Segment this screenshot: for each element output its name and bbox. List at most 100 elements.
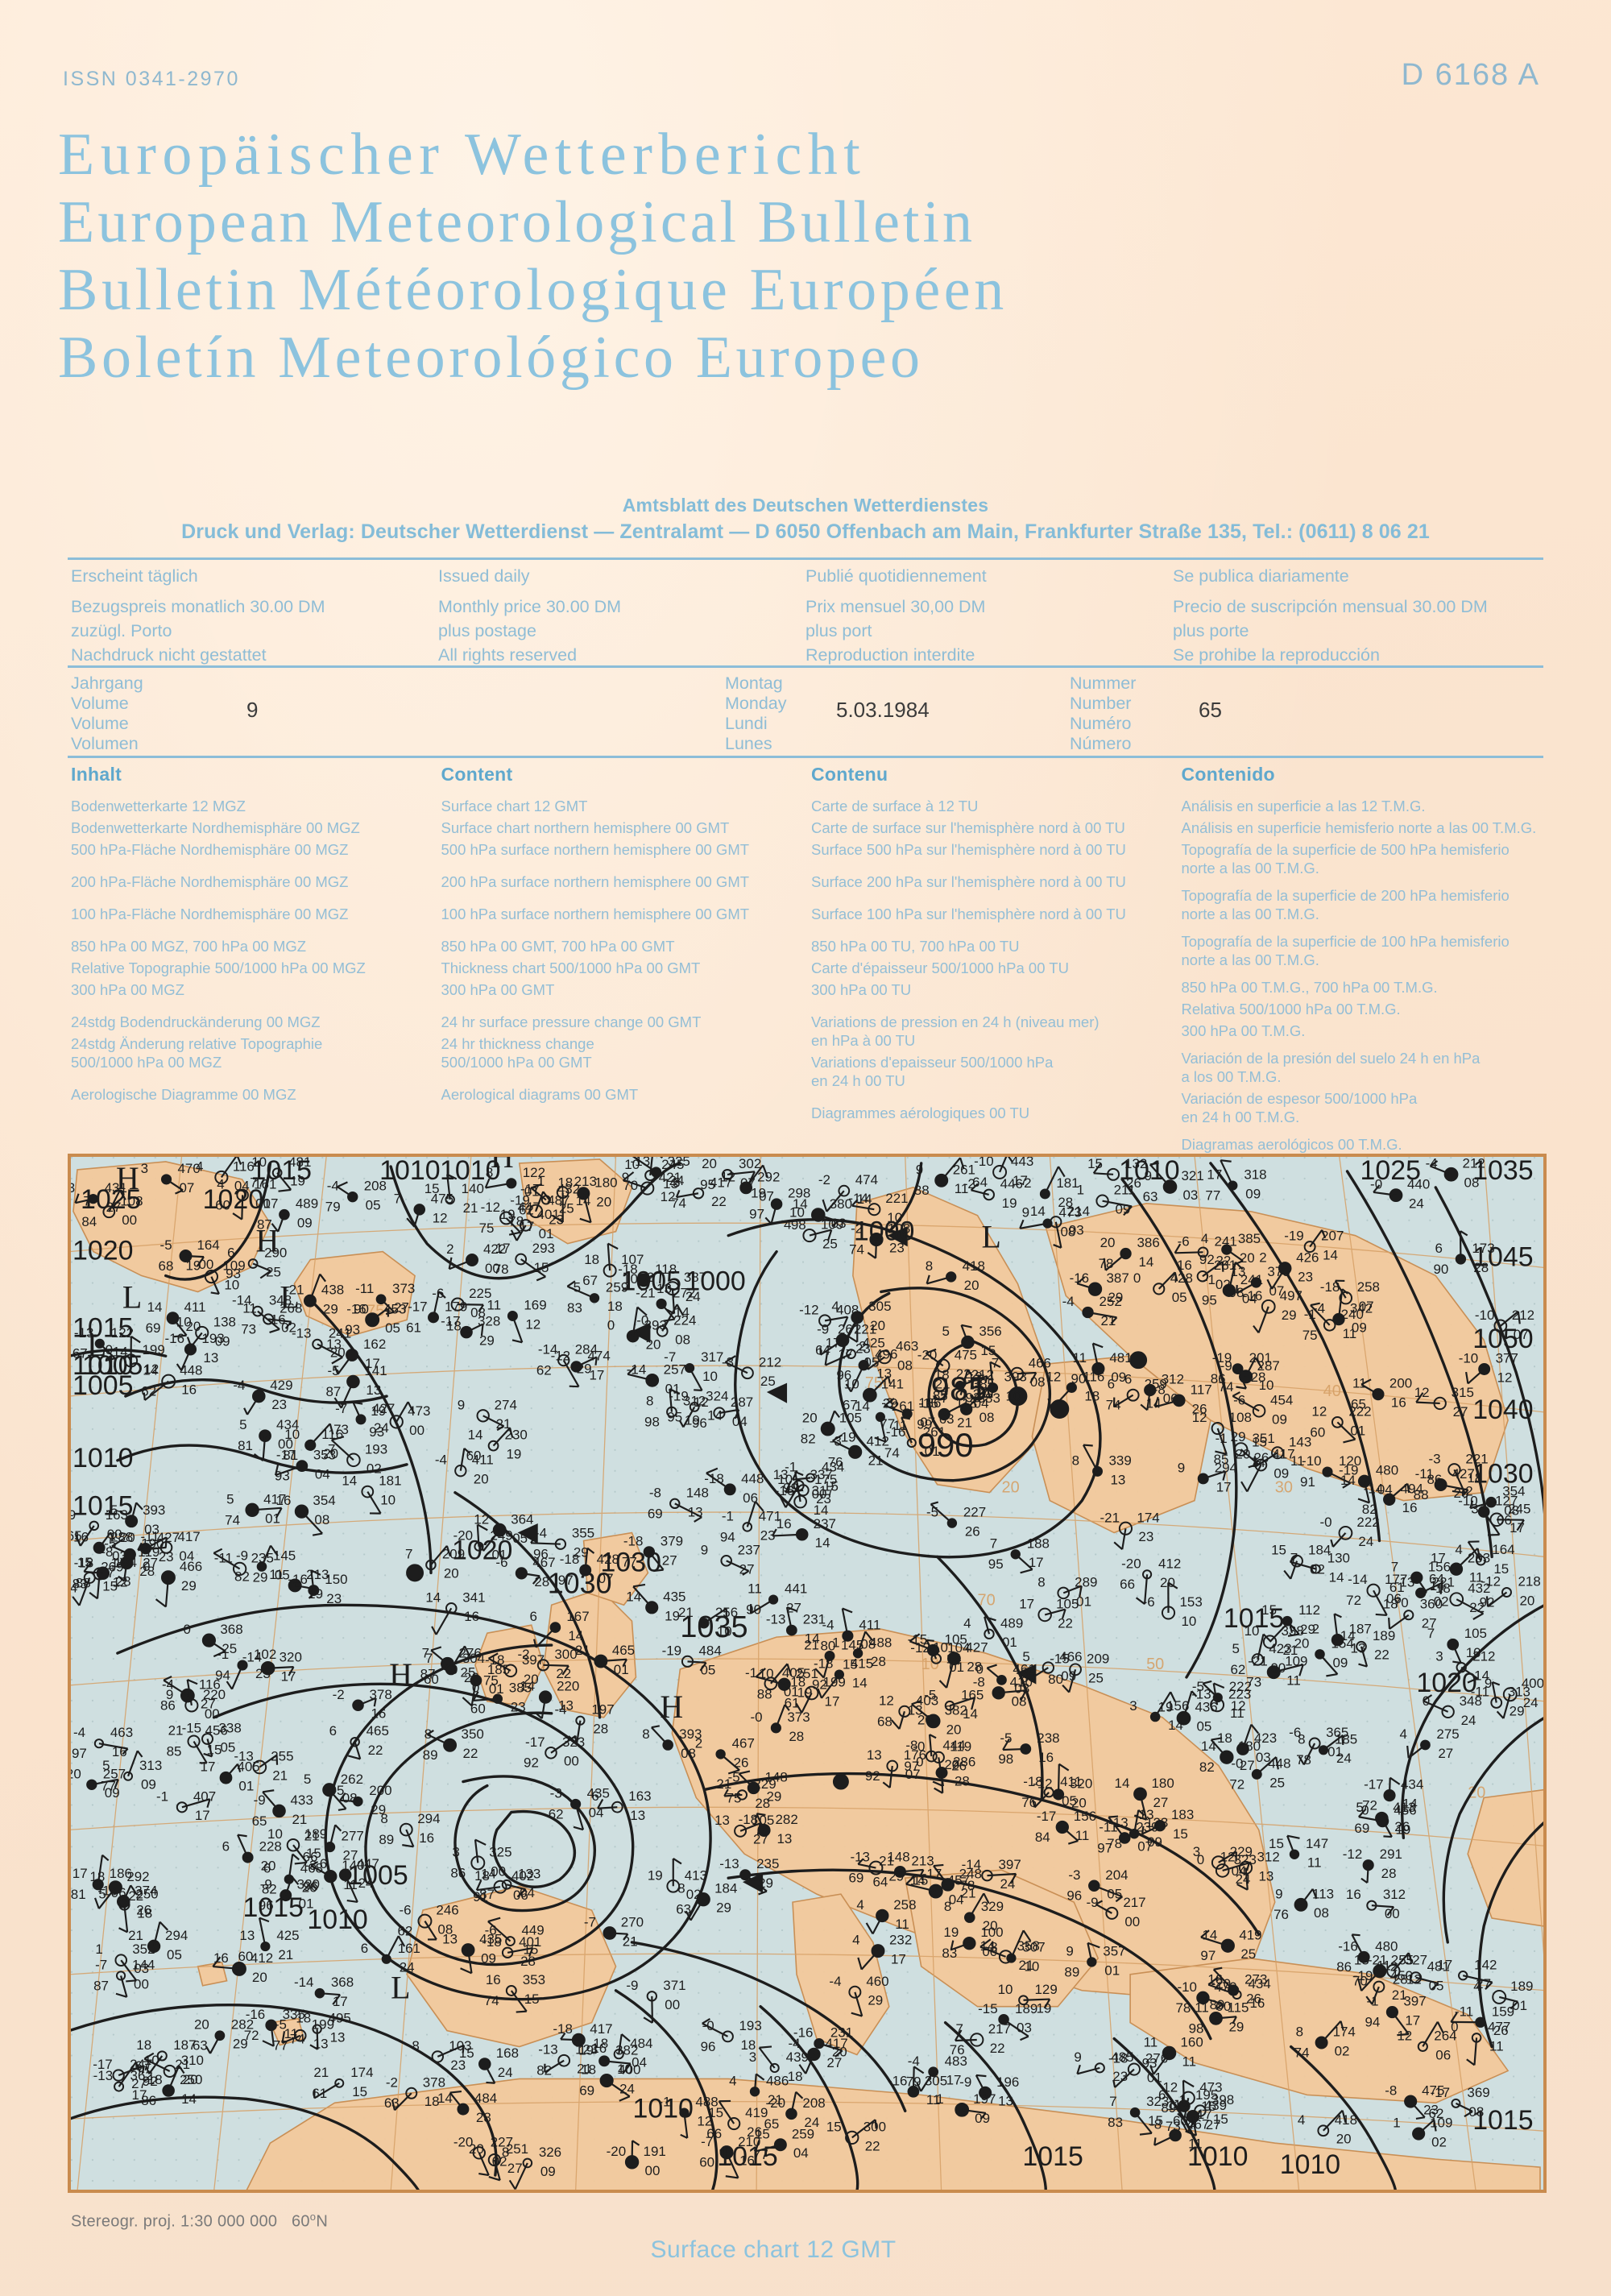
- station-value: 353: [523, 1972, 545, 1987]
- station-value: 16: [777, 1516, 792, 1531]
- surface-chart-map[interactable]: 75 75 40 20 30 70 10 50 20: [68, 1154, 1547, 2193]
- station-value: 398: [1211, 2092, 1234, 2107]
- station-value: 435: [479, 1932, 502, 1947]
- station-value: 193: [739, 2018, 761, 2033]
- wind-barb-feather: [831, 1221, 839, 1228]
- number-label-fr: Numéro: [1070, 714, 1132, 733]
- station-value: 212: [759, 1354, 781, 1370]
- station-value: 14: [855, 1399, 870, 1414]
- station-value: 10: [1024, 1959, 1039, 1975]
- wind-barb-feather: [755, 1668, 766, 1678]
- contents-heading-de: Inhalt: [71, 764, 122, 785]
- station-value: 08: [314, 1512, 329, 1527]
- wind-barb-feather: [594, 1357, 598, 1366]
- wind-barb: [901, 1416, 913, 1444]
- wind-barb-feather: [178, 2065, 185, 2074]
- station-value: 9: [1074, 2049, 1081, 2065]
- station-value: 76: [1021, 1795, 1037, 1810]
- station-value: -13: [766, 1612, 785, 1627]
- station-value: 00: [198, 1257, 213, 1272]
- station-value: 190: [141, 1536, 164, 1552]
- station-value: 75: [1302, 1328, 1318, 1343]
- wind-barb-feather: [573, 1826, 584, 1831]
- station-value: 14: [342, 1473, 357, 1489]
- station-symbol: [176, 1801, 188, 1813]
- station-value: 27: [143, 1556, 158, 1571]
- isobar-label: 1020: [72, 1236, 133, 1266]
- station-value: 11: [1286, 1673, 1301, 1689]
- wind-barb: [172, 1317, 188, 1337]
- station-value: 189: [1373, 1628, 1395, 1643]
- station-value: 11: [926, 2092, 941, 2107]
- isobar-label-990: 990: [917, 1426, 974, 1464]
- wind-barb-feather: [623, 1933, 629, 1941]
- station-value: 456: [205, 1723, 228, 1739]
- station-symbol: [413, 1204, 426, 1216]
- station-symbol: [501, 1946, 514, 1958]
- station-value: 17: [1019, 1596, 1034, 1611]
- station-value: -10: [974, 1155, 993, 1169]
- wind-barb-feather: [1043, 1998, 1051, 2009]
- wind-barb: [600, 1658, 627, 1663]
- station-value: 6: [1158, 2087, 1166, 2103]
- station-value: -3: [1068, 1867, 1080, 1883]
- station-value: 318: [1244, 1167, 1266, 1183]
- station-value: 444: [942, 1738, 965, 1753]
- station-value: 1: [537, 1174, 545, 1189]
- wind-barb: [354, 1741, 362, 1759]
- station-value: 03: [831, 1216, 847, 1231]
- wind-barb: [213, 1965, 240, 1971]
- station-symbol: [1118, 1521, 1133, 1536]
- station-value: -4: [1426, 1156, 1438, 1171]
- wind-barb-feather: [155, 1598, 167, 1608]
- station-value: 286: [953, 1755, 975, 1770]
- station-value: 14: [520, 1679, 535, 1694]
- station-value: 4: [831, 1299, 839, 1314]
- station-value: 177: [1385, 1572, 1407, 1587]
- isobar-label: 1005: [347, 1860, 408, 1891]
- station-value: 12: [879, 1693, 894, 1708]
- station-value: -6: [1178, 1233, 1190, 1249]
- contents-heading-fr: Contenu: [811, 764, 888, 785]
- station-value: 17: [1405, 2013, 1420, 2029]
- contents-item: 100 hPa-Fläche Nordhemisphäre 00 MGZ: [71, 906, 349, 922]
- station-symbol: [1149, 1711, 1161, 1722]
- station-value: 231: [830, 2025, 853, 2041]
- station-value: -17: [525, 1734, 545, 1750]
- station-value: 02: [1335, 2043, 1350, 2058]
- station-value: 07: [905, 1767, 921, 1782]
- station-value: 261: [923, 1424, 946, 1440]
- station-value: 26: [1253, 1450, 1269, 1465]
- station-value: -9: [236, 1548, 248, 1564]
- station-value: 11: [1188, 2136, 1203, 2151]
- station-value: 00: [982, 1944, 997, 1959]
- station-value: 96: [692, 1415, 707, 1431]
- station-value: 23: [326, 1591, 342, 1606]
- wind-barb-feather: [754, 1501, 764, 1512]
- station-value: 68: [877, 1714, 892, 1729]
- station-value: 21: [313, 2065, 329, 2080]
- station-value: 428: [597, 1552, 619, 1567]
- station-value: 27: [131, 2076, 147, 2091]
- station-value: 70: [1394, 1595, 1409, 1610]
- wind-barb-feather: [163, 1675, 172, 1681]
- station-value: 7: [1109, 2094, 1116, 2109]
- volume-label-fr: Volume: [71, 714, 129, 733]
- contents-item: 500 hPa surface northern hemisphere 00 G…: [441, 841, 750, 858]
- station-value: 235: [251, 1550, 274, 1565]
- wind-barb: [597, 1806, 618, 1809]
- station-value: 24: [1409, 1196, 1424, 1212]
- station-value: 12: [525, 1316, 540, 1332]
- station-value: 338: [1282, 1623, 1304, 1639]
- station-value: 14: [626, 1589, 641, 1604]
- wind-barb: [405, 1829, 415, 1847]
- station-value: 11: [748, 1581, 762, 1597]
- station-value: 18: [788, 2069, 803, 2084]
- wind-barb-feather: [874, 1436, 886, 1443]
- station-value: 473: [1059, 1205, 1082, 1221]
- station-value: 29: [574, 1545, 589, 1560]
- station-value: 97: [558, 1573, 574, 1588]
- station-value: -20: [917, 1347, 937, 1362]
- station-value: 85: [167, 1743, 182, 1759]
- station-value: 105: [1464, 1626, 1487, 1641]
